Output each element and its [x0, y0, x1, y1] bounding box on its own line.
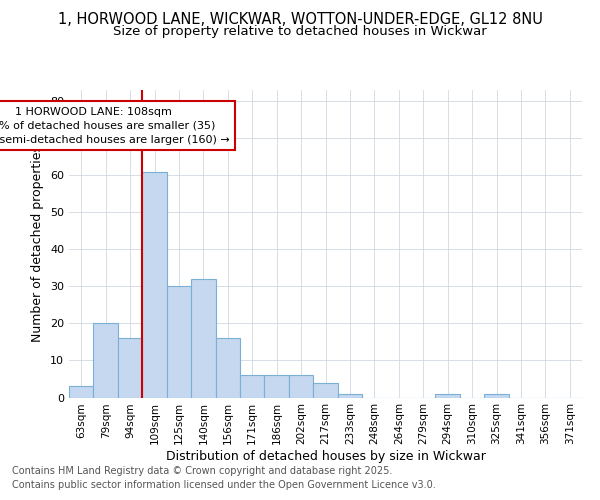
- Bar: [338, 394, 362, 398]
- Bar: [313, 382, 338, 398]
- Bar: [240, 376, 265, 398]
- Bar: [142, 172, 167, 398]
- Text: Size of property relative to detached houses in Wickwar: Size of property relative to detached ho…: [113, 25, 487, 38]
- Text: 1, HORWOOD LANE, WICKWAR, WOTTON-UNDER-EDGE, GL12 8NU: 1, HORWOOD LANE, WICKWAR, WOTTON-UNDER-E…: [58, 12, 542, 28]
- Text: Contains HM Land Registry data © Crown copyright and database right 2025.: Contains HM Land Registry data © Crown c…: [12, 466, 392, 476]
- Text: Contains public sector information licensed under the Open Government Licence v3: Contains public sector information licen…: [12, 480, 436, 490]
- X-axis label: Distribution of detached houses by size in Wickwar: Distribution of detached houses by size …: [166, 450, 485, 463]
- Text: 1 HORWOOD LANE: 108sqm
← 18% of detached houses are smaller (35)
81% of semi-det: 1 HORWOOD LANE: 108sqm ← 18% of detached…: [0, 106, 230, 144]
- Y-axis label: Number of detached properties: Number of detached properties: [31, 145, 44, 342]
- Bar: [289, 376, 313, 398]
- Bar: [436, 394, 460, 398]
- Bar: [191, 279, 215, 398]
- Bar: [215, 338, 240, 398]
- Bar: [118, 338, 142, 398]
- Bar: [69, 386, 94, 398]
- Bar: [265, 376, 289, 398]
- Bar: [484, 394, 509, 398]
- Bar: [167, 286, 191, 398]
- Bar: [94, 324, 118, 398]
